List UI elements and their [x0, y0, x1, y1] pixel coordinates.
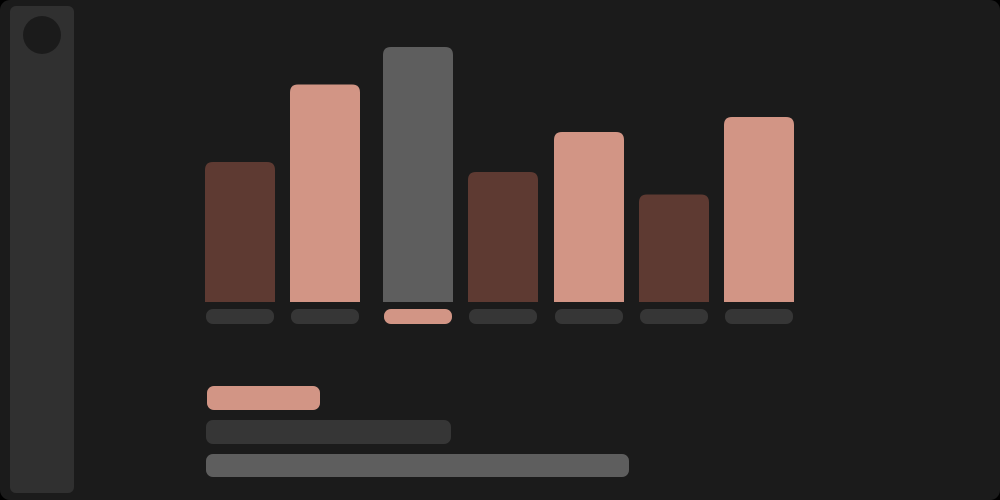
category-label-5[interactable]: [555, 309, 623, 324]
bar-3[interactable]: [383, 47, 453, 302]
category-label-4[interactable]: [469, 309, 537, 324]
legend-item-3: [206, 454, 629, 477]
avatar[interactable]: [23, 16, 61, 54]
category-label-1[interactable]: [206, 309, 274, 324]
bar-4[interactable]: [468, 172, 538, 302]
bar-2[interactable]: [290, 84, 360, 303]
category-label-3[interactable]: [384, 309, 452, 324]
bar-7[interactable]: [724, 117, 794, 302]
category-label-7[interactable]: [725, 309, 793, 324]
category-label-6[interactable]: [640, 309, 708, 324]
bar-6[interactable]: [639, 194, 709, 303]
legend-item-1: [207, 386, 320, 410]
bar-1[interactable]: [205, 162, 275, 302]
sidebar: [10, 6, 74, 493]
legend-item-2: [206, 420, 451, 444]
category-label-2[interactable]: [291, 309, 359, 324]
bar-5[interactable]: [554, 132, 624, 302]
